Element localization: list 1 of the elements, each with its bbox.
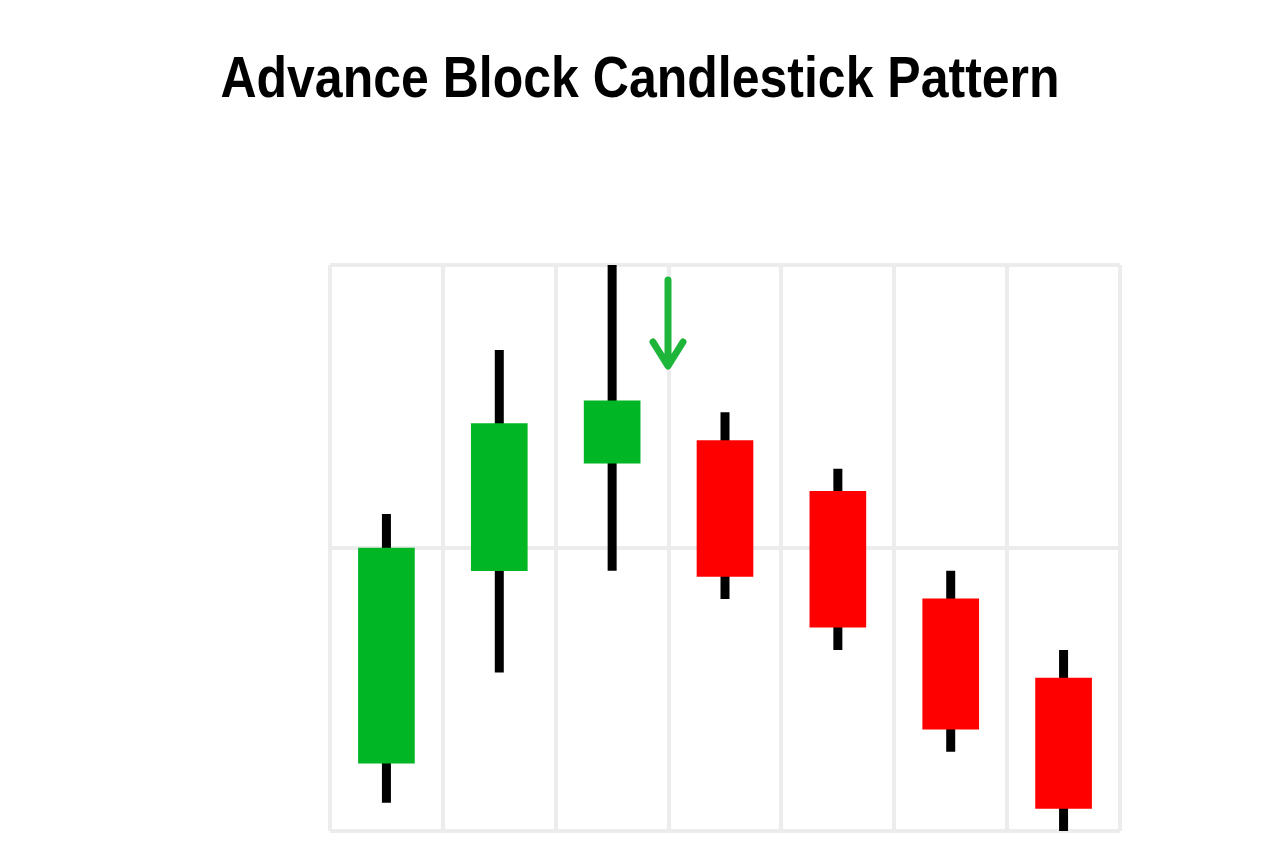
chart-title: Advance Block Candlestick Pattern (219, 43, 1061, 111)
